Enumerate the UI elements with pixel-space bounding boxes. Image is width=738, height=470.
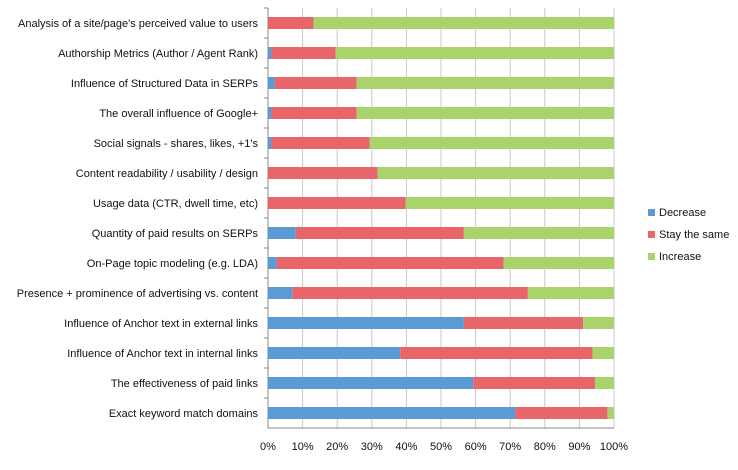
category-label: Influence of Anchor text in internal lin… — [67, 348, 258, 360]
bar-segment-increase — [503, 257, 614, 269]
category-label: Usage data (CTR, dwell time, etc) — [93, 198, 258, 210]
bar-segment-decrease — [268, 137, 272, 149]
x-tick-label: 80% — [534, 441, 556, 453]
category-label: Presence + prominence of advertising vs.… — [17, 288, 258, 300]
legend-label: Stay the same — [659, 229, 729, 241]
category-label: Social signals - shares, likes, +1's — [94, 138, 259, 150]
bar-segment-stay-the-same — [268, 17, 314, 29]
bar-segment-increase — [356, 77, 614, 89]
bar-segment-stay-the-same — [271, 107, 357, 119]
x-tick-label: 100% — [600, 441, 628, 453]
x-tick-label: 30% — [361, 441, 383, 453]
category-label: Influence of Anchor text in external lin… — [64, 318, 258, 330]
bar-segment-stay-the-same — [274, 77, 357, 89]
x-tick-label: 90% — [568, 441, 590, 453]
legend-label: Increase — [659, 251, 701, 263]
bar-segment-decrease — [268, 47, 272, 59]
bar-segment-stay-the-same — [473, 377, 595, 389]
x-tick-label: 10% — [292, 441, 314, 453]
category-label: The overall influence of Google+ — [99, 108, 258, 120]
bar-segment-stay-the-same — [268, 167, 378, 179]
legend-swatch — [648, 231, 655, 238]
category-label: Content readability / usability / design — [76, 168, 258, 180]
bar-segment-decrease — [268, 257, 277, 269]
bar-segment-stay-the-same — [268, 197, 406, 209]
bar-segment-decrease — [268, 287, 293, 299]
category-label: Analysis of a site/page's perceived valu… — [18, 18, 258, 30]
bar-segment-increase — [583, 317, 614, 329]
category-label: Authorship Metrics (Author / Agent Rank) — [58, 48, 258, 60]
bar-segment-increase — [313, 17, 614, 29]
bar-segment-increase — [594, 377, 614, 389]
legend-label: Decrease — [659, 207, 706, 219]
bar-segment-decrease — [268, 377, 474, 389]
bar-segment-stay-the-same — [271, 47, 336, 59]
category-label: Quantity of paid results on SERPs — [92, 228, 259, 240]
x-tick-label: 50% — [430, 441, 452, 453]
category-label: Influence of Structured Data in SERPs — [71, 78, 259, 90]
bar-segment-stay-the-same — [295, 227, 464, 239]
x-tick-label: 20% — [326, 441, 348, 453]
bar-segment-decrease — [268, 77, 275, 89]
bar-segment-increase — [405, 197, 614, 209]
bar-segment-decrease — [268, 347, 401, 359]
bar-segment-stay-the-same — [515, 407, 608, 419]
bar-segment-increase — [527, 287, 614, 299]
bar-segment-stay-the-same — [271, 137, 370, 149]
x-tick-label: 0% — [260, 441, 276, 453]
bar-segment-increase — [369, 137, 614, 149]
bar-segment-stay-the-same — [292, 287, 528, 299]
x-tick-label: 70% — [499, 441, 521, 453]
bar-segment-increase — [463, 227, 614, 239]
x-tick-label: 40% — [395, 441, 417, 453]
category-label: On-Page topic modeling (e.g. LDA) — [87, 258, 258, 270]
bar-segment-increase — [335, 47, 614, 59]
bar-segment-stay-the-same — [276, 257, 504, 269]
bar-segment-increase — [377, 167, 614, 179]
bar-segment-decrease — [268, 227, 296, 239]
bar-segment-decrease — [268, 107, 272, 119]
x-tick-label: 60% — [465, 441, 487, 453]
bar-segment-increase — [592, 347, 614, 359]
legend-swatch — [648, 209, 655, 216]
category-label: Exact keyword match domains — [109, 408, 259, 420]
bar-segment-increase — [607, 407, 614, 419]
bar-segment-increase — [356, 107, 614, 119]
bar-segment-decrease — [268, 407, 516, 419]
bar-segment-stay-the-same — [463, 317, 584, 329]
category-label: The effectiveness of paid links — [111, 378, 259, 390]
bar-segment-decrease — [268, 317, 464, 329]
bar-segment-stay-the-same — [400, 347, 593, 359]
legend-swatch — [648, 253, 655, 260]
